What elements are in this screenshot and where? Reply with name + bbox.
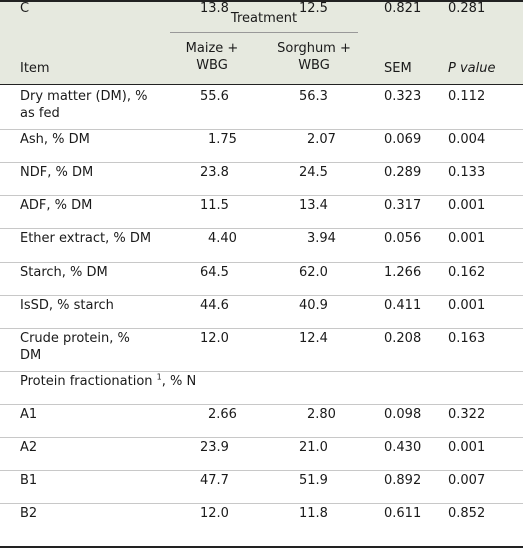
row-item-label: Dry matter (DM), %: [20, 89, 148, 104]
row-divider: [0, 503, 523, 504]
fraction-sorghum-value: 11.8: [299, 506, 328, 521]
fraction-maize-value: 2.66: [208, 407, 237, 422]
section-label: Protein fractionation: [20, 374, 157, 389]
sorghum-header-line2: WBG: [298, 58, 330, 73]
row-item-label: Starch, % DM: [20, 265, 108, 280]
row-p-value: 0.004: [448, 132, 486, 147]
fraction-sem-value: 0.611: [384, 506, 422, 521]
fraction-sem-value: 0.430: [384, 440, 422, 455]
row-sorghum-value: 3.94: [307, 231, 336, 246]
sem-header: SEM: [384, 61, 412, 76]
row-maize-value: 1.75: [208, 132, 237, 147]
row-divider: [0, 371, 523, 372]
row-maize-value: 4.40: [208, 231, 237, 246]
fraction-p-value: 0.281: [448, 1, 486, 16]
row-sem-value: 0.289: [384, 165, 422, 180]
fraction-maize-value: 13.8: [200, 1, 229, 16]
row-maize-value: 12.0: [200, 331, 229, 346]
row-sorghum-value: 62.0: [299, 265, 328, 280]
row-divider: [0, 437, 523, 438]
row-item-label-cont: DM: [20, 348, 42, 363]
maize-header-line1: Maize +: [185, 41, 239, 56]
fraction-item-label: B2: [20, 506, 38, 521]
item-header: Item: [20, 61, 50, 76]
row-item-label: Ash, % DM: [20, 132, 90, 147]
fraction-item-label: C: [20, 1, 30, 16]
row-maize-value: 55.6: [200, 89, 229, 104]
row-p-value: 0.001: [448, 198, 486, 213]
bottom-border: [0, 546, 523, 548]
row-item-label: Ether extract, % DM: [20, 231, 152, 246]
row-p-value: 0.163: [448, 331, 486, 346]
row-divider: [0, 470, 523, 471]
fraction-sem-value: 0.892: [384, 473, 422, 488]
row-sem-value: 0.411: [384, 298, 422, 313]
row-divider: [0, 295, 523, 296]
row-item-label: NDF, % DM: [20, 165, 94, 180]
fraction-sorghum-value: 21.0: [299, 440, 328, 455]
fraction-item-label: A1: [20, 407, 38, 422]
row-p-value: 0.112: [448, 89, 486, 104]
fraction-sem-value: 0.098: [384, 407, 422, 422]
row-sem-value: 0.056: [384, 231, 422, 246]
fraction-item-label: B1: [20, 473, 38, 488]
fraction-maize-value: 23.9: [200, 440, 229, 455]
row-item-label-cont: as fed: [20, 106, 60, 121]
fraction-maize-value: 12.0: [200, 506, 229, 521]
row-sem-value: 0.069: [384, 132, 422, 147]
row-divider: [0, 162, 523, 163]
row-item-label: ADF, % DM: [20, 198, 93, 213]
row-p-value: 0.001: [448, 298, 486, 313]
table-header: [0, 0, 523, 84]
row-sorghum-value: 2.07: [307, 132, 336, 147]
treatment-rule: [170, 32, 358, 33]
fraction-item-label: A2: [20, 440, 38, 455]
row-sorghum-value: 56.3: [299, 89, 328, 104]
sorghum-header-line1: Sorghum +: [277, 41, 351, 56]
row-sorghum-value: 13.4: [299, 198, 328, 213]
p-value-header: P value: [448, 61, 496, 76]
row-item-label: Crude protein, %: [20, 331, 130, 346]
row-divider: [0, 195, 523, 196]
footnote-marker: 1: [156, 372, 162, 382]
row-p-value: 0.162: [448, 265, 486, 280]
row-sorghum-value: 12.4: [299, 331, 328, 346]
header-border: [0, 84, 523, 85]
row-p-value: 0.133: [448, 165, 486, 180]
row-divider: [0, 262, 523, 263]
row-maize-value: 64.5: [200, 265, 229, 280]
row-sem-value: 0.208: [384, 331, 422, 346]
row-sem-value: 0.323: [384, 89, 422, 104]
row-sorghum-value: 24.5: [299, 165, 328, 180]
fraction-maize-value: 47.7: [200, 473, 229, 488]
treatment-header: Treatment: [230, 11, 298, 26]
fraction-sorghum-value: 51.9: [299, 473, 328, 488]
fraction-sem-value: 0.821: [384, 1, 422, 16]
top-border: [0, 0, 523, 2]
fraction-p-value: 0.852: [448, 506, 486, 521]
row-sem-value: 1.266: [384, 265, 422, 280]
fraction-sorghum-value: 12.5: [299, 1, 328, 16]
fraction-p-value: 0.001: [448, 440, 486, 455]
fraction-p-value: 0.007: [448, 473, 486, 488]
row-divider: [0, 404, 523, 405]
section-unit: , % N: [161, 374, 197, 389]
row-item-label: IsSD, % starch: [20, 298, 114, 313]
row-divider: [0, 129, 523, 130]
section-protein-fractionation: Protein fractionation 1, % N: [20, 373, 196, 390]
row-maize-value: 11.5: [200, 198, 229, 213]
row-maize-value: 44.6: [200, 298, 229, 313]
row-p-value: 0.001: [448, 231, 486, 246]
row-maize-value: 23.8: [200, 165, 229, 180]
fraction-sorghum-value: 2.80: [307, 407, 336, 422]
maize-header-line2: WBG: [196, 58, 228, 73]
row-sorghum-value: 40.9: [299, 298, 328, 313]
row-divider: [0, 228, 523, 229]
row-sem-value: 0.317: [384, 198, 422, 213]
row-divider: [0, 328, 523, 329]
fraction-p-value: 0.322: [448, 407, 486, 422]
